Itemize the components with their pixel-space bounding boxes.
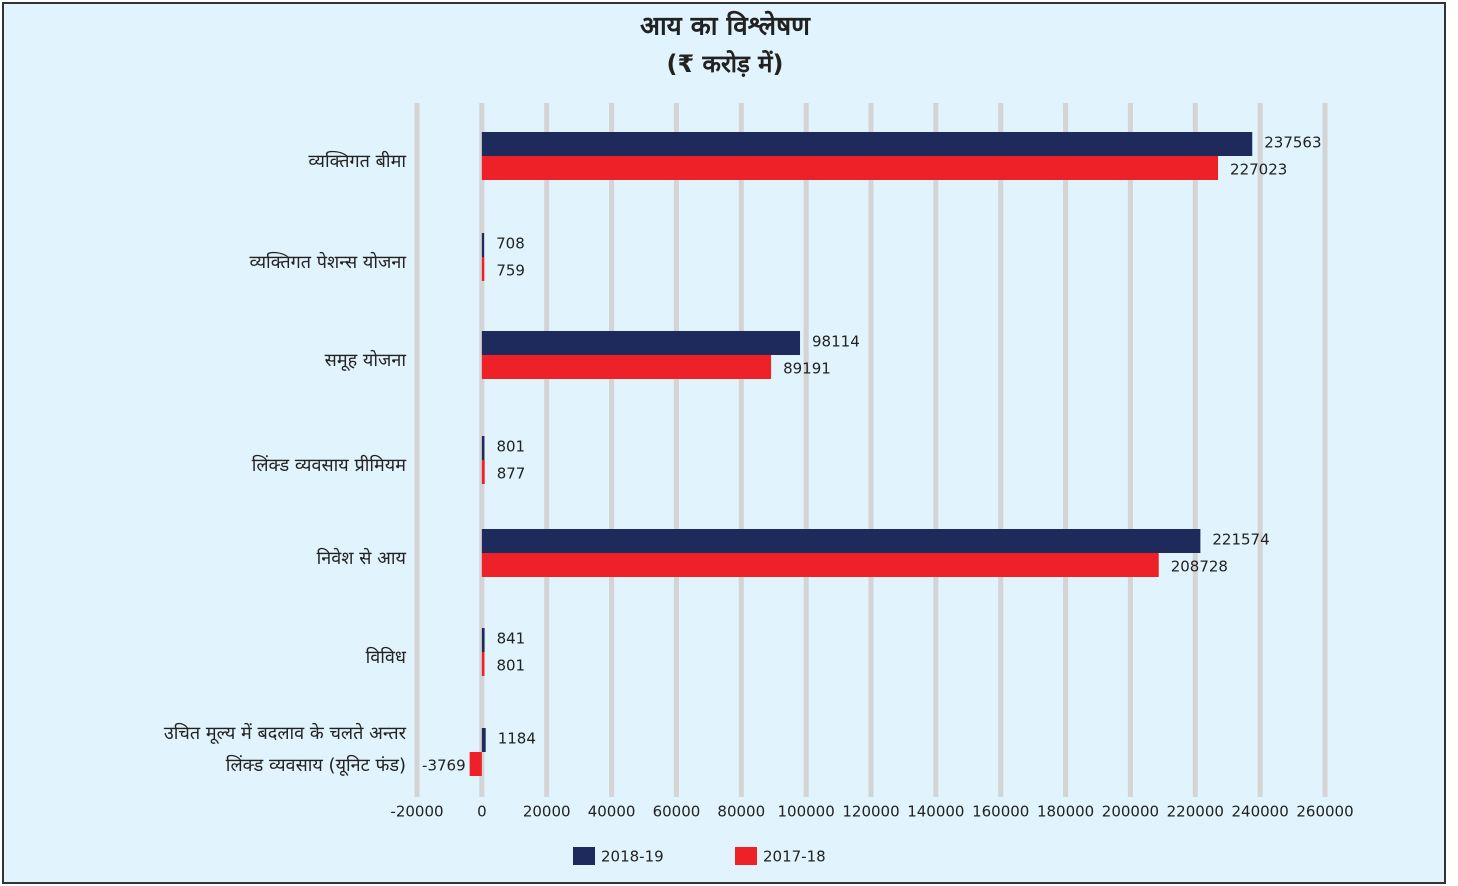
x-tick-label: 160000 xyxy=(972,803,1029,821)
x-tick-label: 180000 xyxy=(1037,803,1094,821)
value-label: 237563 xyxy=(1264,134,1321,152)
value-label: 89191 xyxy=(783,360,831,378)
x-tick-label: 60000 xyxy=(653,803,701,821)
x-tick-label: 220000 xyxy=(1167,803,1224,821)
chart-title: आय का विश्लेषण xyxy=(640,11,811,42)
bar xyxy=(481,257,485,281)
y-tick-label: समूह योजना xyxy=(325,349,407,371)
x-tick-label: 120000 xyxy=(842,803,899,821)
bar xyxy=(469,752,482,776)
value-label: 98114 xyxy=(812,333,860,351)
legend-label: 2017-18 xyxy=(763,848,826,866)
bar xyxy=(481,132,1253,156)
legend-swatch xyxy=(735,847,757,865)
bar xyxy=(481,553,1159,577)
legend-label: 2018-19 xyxy=(601,848,664,866)
bar xyxy=(481,628,485,652)
value-label: 208728 xyxy=(1171,558,1228,576)
value-label: 841 xyxy=(497,630,526,648)
value-label: 708 xyxy=(496,235,525,253)
x-tick-label: 260000 xyxy=(1296,803,1353,821)
y-tick-label: विविध xyxy=(366,646,407,668)
y-tick-label: व्यक्तिगत बीमा xyxy=(308,150,406,172)
x-tick-label: 80000 xyxy=(717,803,765,821)
x-tick-label: 240000 xyxy=(1232,803,1289,821)
bar xyxy=(481,156,1219,180)
x-tick-label: 0 xyxy=(477,803,487,821)
x-tick-label: 200000 xyxy=(1102,803,1159,821)
bar xyxy=(481,652,485,676)
bar xyxy=(481,728,486,752)
bar xyxy=(481,529,1201,553)
y-tick-label: निवेश से आय xyxy=(317,547,407,569)
value-label: 801 xyxy=(496,657,525,675)
value-label: 801 xyxy=(496,438,525,456)
bar xyxy=(481,355,772,379)
x-tick-label: -20000 xyxy=(390,803,443,821)
chart-subtitle: (₹ करोड़ में) xyxy=(666,50,783,78)
x-tick-label: 140000 xyxy=(907,803,964,821)
bar xyxy=(481,233,485,257)
value-label: 1184 xyxy=(498,730,536,748)
legend-swatch xyxy=(573,847,595,865)
x-tick-label: 100000 xyxy=(778,803,835,821)
bar xyxy=(481,436,485,460)
bar xyxy=(481,460,485,484)
x-tick-label: 40000 xyxy=(588,803,636,821)
value-label: 227023 xyxy=(1230,161,1287,179)
x-tick-label: 20000 xyxy=(523,803,571,821)
y-tick-label: उचित मूल्य में बदलाव के चलते अन्तर xyxy=(164,722,407,744)
y-tick-label: लिंक्ड व्यवसाय प्रीमियम xyxy=(252,454,408,476)
value-label: -3769 xyxy=(422,757,466,775)
y-tick-label: व्यक्तिगत पेशन्स योजना xyxy=(249,251,406,273)
value-label: 877 xyxy=(497,465,526,483)
value-label: 221574 xyxy=(1212,531,1269,549)
value-label: 759 xyxy=(496,262,525,280)
y-tick-label: लिंक्ड व्यवसाय (यूनिट फंड) xyxy=(226,754,406,776)
bar xyxy=(481,331,801,355)
